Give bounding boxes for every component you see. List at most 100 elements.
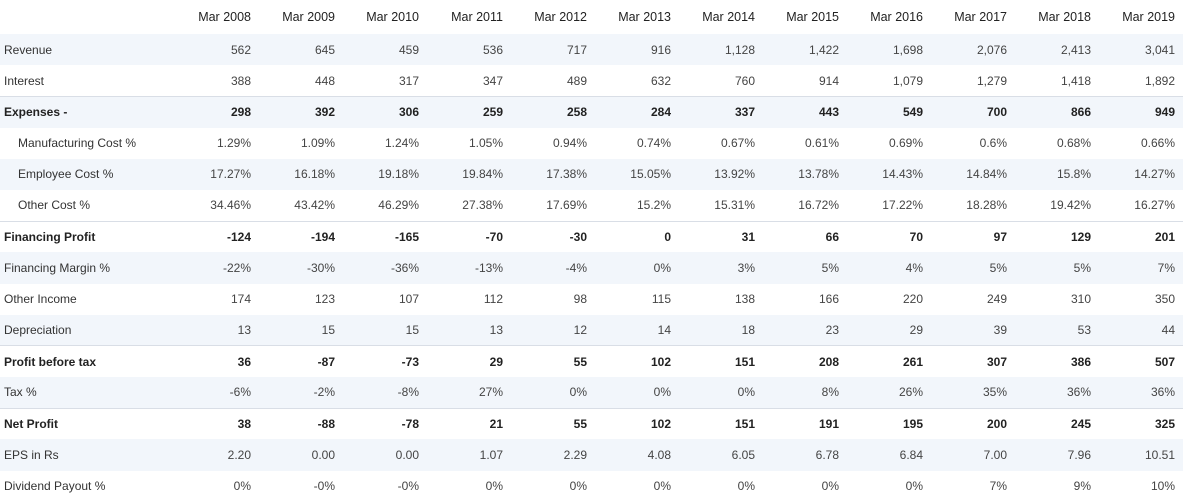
table-cell: 0.61% [804,136,839,151]
table-cell: 386 [1070,354,1091,369]
table-cell: 0 [664,229,671,244]
table-cell: 0.67% [720,136,755,151]
table-cell: 1,422 [808,42,839,57]
row-label: Net Profit [4,417,58,432]
table-cell: -22% [222,260,251,275]
table-cell: 220 [902,292,923,307]
table-cell: 1.09% [300,136,335,151]
column-header-year: Mar 2010 [366,10,419,24]
table-row: Other Cost % 34.46% 43.42% 46.29% 27.38% 17.6… [0,190,1183,221]
table-cell: 46.29% [378,198,419,213]
table-cell: -87 [317,354,335,369]
table-cell: -36% [390,260,419,275]
table-cell: -78 [401,417,419,432]
table-cell: 760 [734,73,755,88]
table-cell: -13% [474,260,503,275]
table-cell: 0% [653,385,671,400]
table-cell: 14.84% [966,167,1007,182]
table-cell: 70 [909,229,923,244]
table-cell: 15.31% [714,198,755,213]
table-cell: 39 [993,323,1007,338]
table-cell: 15 [321,323,335,338]
table-cell: 392 [314,105,335,120]
table-row: Dividend Payout % 0% -0% -0% 0% 0% 0% 0% 0% 0% 7% 9… [0,471,1183,502]
table-cell: -70 [485,229,503,244]
table-cell: 6.05 [731,448,755,463]
table-cell: -30% [306,260,335,275]
table-cell: 6.78 [815,448,839,463]
column-header-year: Mar 2013 [618,10,671,24]
table-cell: -165 [394,229,419,244]
table-cell: 29 [489,354,503,369]
table-cell: 27.38% [462,198,503,213]
column-header-year: Mar 2018 [1038,10,1091,24]
table-cell: 44 [1161,323,1175,338]
table-body: Revenue 562 645 459 536 717 916 1,128 1,422 1,698… [0,34,1183,502]
table-cell: 18.28% [966,198,1007,213]
table-cell: -6% [229,385,251,400]
table-cell: 21 [489,417,503,432]
column-header-year: Mar 2008 [198,10,251,24]
table-row: Financing Profit -124 -194 -165 -70 -30 0 31 66 7… [0,221,1183,252]
column-header-label [0,0,175,34]
row-label: Dividend Payout % [4,479,106,494]
table-row: Interest 388 448 317 347 489 632 760 914 1,079 1,2… [0,65,1183,96]
table-cell: 36 [237,354,251,369]
table-cell: 261 [902,354,923,369]
table-cell: 55 [573,417,587,432]
table-cell: 29 [909,323,923,338]
table-cell: 102 [650,417,671,432]
table-cell: 97 [993,229,1007,244]
table-cell: 1,698 [892,42,923,57]
table-cell: 98 [573,292,587,307]
table-cell: 8% [821,385,839,400]
table-cell: 18 [741,323,755,338]
table-cell: 0% [569,479,587,494]
table-row: Expenses - 298 392 306 259 258 284 337 443 549 700… [0,96,1183,128]
table-row: Tax % -6% -2% -8% 27% 0% 0% 0% 8% 26% 35% 36% 36% [0,377,1183,409]
table-row: Net Profit 38 -88 -78 21 55 102 151 191 195 200 245… [0,408,1183,439]
table-cell: 26% [898,385,923,400]
table-cell: 549 [902,105,923,120]
table-cell: 123 [314,292,335,307]
table-cell: 258 [566,105,587,120]
table-cell: 34.46% [210,198,251,213]
table-cell: 307 [986,354,1007,369]
table-cell: 43.42% [294,198,335,213]
table-cell: 7% [1157,260,1175,275]
table-cell: 2,076 [976,42,1007,57]
table-cell: 3% [737,260,755,275]
column-header-year: Mar 2016 [870,10,923,24]
table-cell: 0% [737,479,755,494]
table-cell: 914 [818,73,839,88]
table-cell: -73 [401,354,419,369]
table-cell: 0% [485,479,503,494]
table-cell: 4.08 [647,448,671,463]
row-label: Financing Profit [4,229,96,244]
column-header-year: Mar 2015 [786,10,839,24]
column-header-year: Mar 2012 [534,10,587,24]
table-cell: 536 [482,42,503,57]
table-cell: 36% [1150,385,1175,400]
row-label: Manufacturing Cost % [18,136,137,151]
table-cell: 208 [818,354,839,369]
table-cell: 17.38% [546,167,587,182]
row-label: Employee Cost % [18,167,114,182]
table-cell: 13 [237,323,251,338]
table-cell: 138 [734,292,755,307]
table-cell: 19.18% [378,167,419,182]
table-row: EPS in Rs 2.20 0.00 0.00 1.07 2.29 4.08 6.05 6.7… [0,439,1183,471]
table-cell: 19.84% [462,167,503,182]
row-label: Depreciation [4,323,72,338]
table-row: Profit before tax 36 -87 -73 29 55 102 151 208 26… [0,345,1183,377]
table-cell: 14.27% [1134,167,1175,182]
table-row: Revenue 562 645 459 536 717 916 1,128 1,422 1,698… [0,34,1183,66]
table-cell: 325 [1154,417,1175,432]
table-cell: 31 [741,229,755,244]
table-cell: 115 [651,292,671,307]
table-cell: 717 [566,42,587,57]
table-cell: -0% [313,479,335,494]
table-cell: 174 [230,292,251,307]
table-cell: 0.6% [979,136,1007,151]
column-header-year: Mar 2017 [954,10,1007,24]
